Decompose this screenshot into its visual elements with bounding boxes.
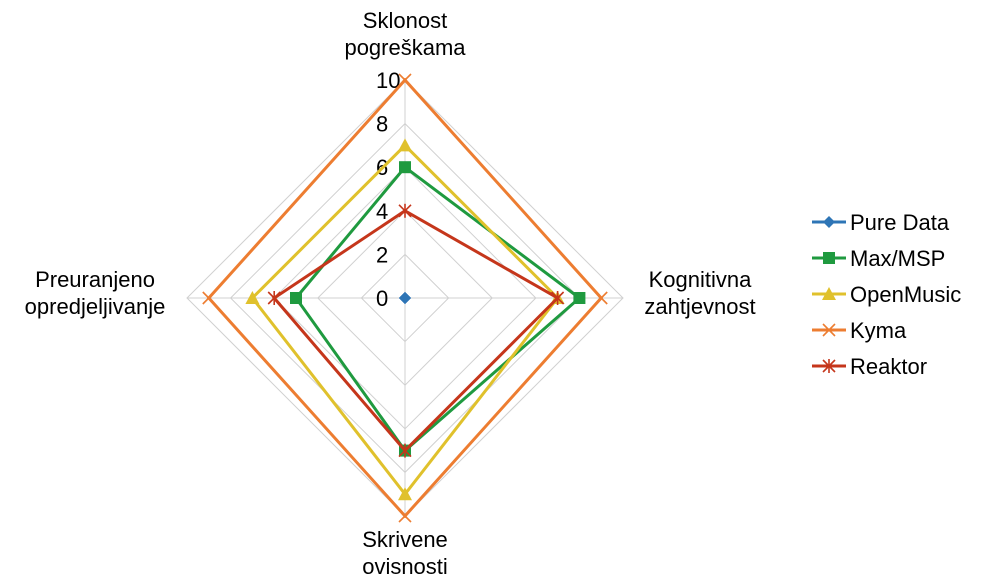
data-point bbox=[398, 487, 412, 501]
legend-label: Kyma bbox=[850, 318, 907, 343]
tick-label: 8 bbox=[376, 112, 388, 137]
legend-entry: Kyma bbox=[812, 318, 907, 343]
data-point bbox=[551, 291, 565, 305]
data-point bbox=[267, 291, 281, 305]
data-point bbox=[398, 138, 412, 152]
legend-label: Reaktor bbox=[850, 354, 927, 379]
axis-label: Preuranjeno opredjeljivanje bbox=[25, 267, 166, 319]
legend-label: Pure Data bbox=[850, 210, 950, 235]
series-kyma bbox=[202, 73, 608, 523]
legend-entry: Max/MSP bbox=[812, 246, 945, 271]
legend-entry: OpenMusic bbox=[812, 282, 961, 307]
data-point bbox=[398, 509, 412, 523]
data-point bbox=[823, 216, 835, 228]
data-point bbox=[398, 73, 412, 87]
data-point bbox=[399, 161, 411, 174]
series-reaktor bbox=[267, 203, 565, 458]
legend: Pure Data Max/MSP OpenMusic Kyma Reaktor bbox=[812, 210, 961, 379]
data-point bbox=[245, 291, 260, 304]
tick-label: 0 bbox=[376, 286, 388, 311]
legend-label: Max/MSP bbox=[850, 246, 945, 271]
data-point bbox=[399, 292, 411, 304]
data-point bbox=[823, 252, 835, 264]
data-point bbox=[822, 359, 836, 373]
legend-entry: Reaktor bbox=[812, 354, 927, 379]
series-lines bbox=[202, 73, 608, 523]
data-point bbox=[822, 287, 836, 300]
legend-entry: Pure Data bbox=[812, 210, 950, 235]
data-point bbox=[822, 323, 836, 337]
data-point bbox=[594, 291, 608, 305]
axis-label: Sklonost pogreškama bbox=[344, 8, 466, 60]
data-point bbox=[398, 203, 412, 218]
axis-label: Kognitivna zahtjevnost bbox=[644, 267, 755, 319]
series-pure-data bbox=[399, 292, 411, 304]
tick-label: 4 bbox=[376, 199, 388, 224]
tick-label: 2 bbox=[376, 242, 388, 267]
axis-labels: Sklonost pogreškama Kognitivna zahtjevnost S… bbox=[25, 8, 756, 578]
data-point bbox=[573, 292, 586, 304]
data-point bbox=[398, 443, 412, 458]
legend-label: OpenMusic bbox=[850, 282, 961, 307]
data-point bbox=[290, 292, 302, 304]
data-point bbox=[202, 291, 216, 305]
axis-label: Skrivene ovisnosti bbox=[362, 527, 448, 578]
